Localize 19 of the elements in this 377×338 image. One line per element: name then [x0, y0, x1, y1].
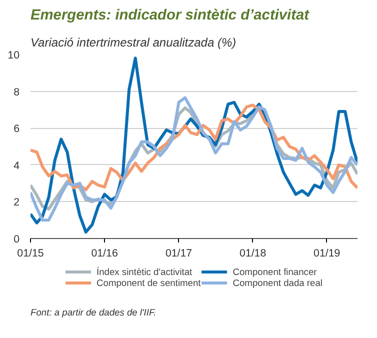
chart-subtitle: Variació intertrimestral anualitzada (%)	[30, 36, 236, 50]
y-tick-label: 6	[14, 123, 20, 136]
y-tick-label: 2	[14, 196, 20, 209]
y-tick-label: 4	[14, 160, 20, 172]
line-series	[30, 96, 358, 222]
y-tick-label: 0	[14, 234, 20, 246]
text: Font: a partir de dades de l'IIF.	[30, 308, 156, 318]
legend-label: Component financer	[232, 266, 317, 277]
x-tick-label: 01/16	[91, 248, 118, 260]
x-tick-label: 01/17	[165, 248, 192, 260]
legend-label: Component de sentiment	[96, 277, 201, 288]
legend-label: Component dada real	[232, 277, 322, 288]
x-tick-label: 01/15	[17, 248, 44, 260]
legend-label: Índex sintètic d'activitat	[96, 266, 192, 277]
chart-title: Emergents: indicador sintètic d’activitat	[30, 8, 310, 24]
y-tick-label: 8	[14, 86, 20, 98]
x-tick-label: 01/19	[314, 248, 340, 260]
x-tick-label: 01/18	[239, 248, 266, 260]
y-tick-label: 10	[8, 50, 20, 62]
